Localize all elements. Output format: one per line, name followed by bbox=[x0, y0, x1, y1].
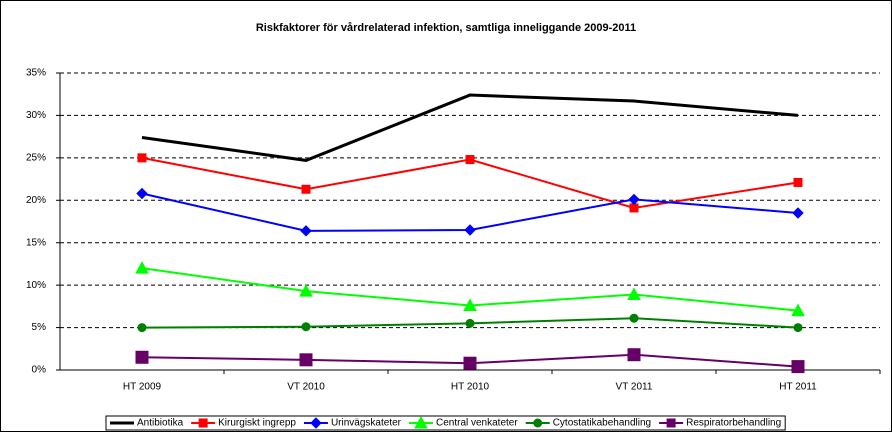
chart-title: Riskfaktorer för vårdrelaterad infektion… bbox=[256, 22, 636, 34]
marker bbox=[463, 356, 477, 370]
y-tick-label: 20% bbox=[26, 195, 46, 206]
marker bbox=[198, 418, 208, 428]
legend-label: Cytostatikabehandling bbox=[553, 418, 651, 429]
marker bbox=[463, 298, 477, 312]
legend-label: Kirurgiskt ingrepp bbox=[218, 418, 296, 429]
marker bbox=[792, 207, 804, 219]
marker bbox=[627, 348, 641, 362]
marker bbox=[299, 353, 313, 367]
y-tick-label: 0% bbox=[32, 365, 47, 376]
marker bbox=[628, 193, 640, 206]
marker bbox=[666, 418, 676, 428]
x-tick-label: HT 2009 bbox=[123, 382, 162, 393]
y-tick-label: 30% bbox=[26, 110, 46, 121]
marker bbox=[135, 261, 149, 274]
y-tick-label: 25% bbox=[26, 152, 46, 163]
legend: Antibiotika Kirurgiskt ingrepp Urinvägskat… bbox=[105, 415, 786, 431]
x-tick-label: VT 2010 bbox=[287, 382, 325, 393]
legend-label: Respiratorbehandling bbox=[686, 418, 781, 429]
marker bbox=[533, 418, 543, 428]
marker bbox=[791, 303, 805, 317]
legend-label: Central venkateter bbox=[436, 418, 518, 429]
marker bbox=[301, 184, 311, 194]
marker bbox=[135, 350, 149, 364]
y-tick-label: 5% bbox=[32, 322, 47, 333]
legend-label: Urinvägskateter bbox=[331, 418, 402, 429]
marker bbox=[310, 417, 322, 429]
x-tick-label: HT 2010 bbox=[451, 382, 490, 393]
marker bbox=[136, 187, 148, 200]
marker bbox=[793, 323, 803, 333]
marker bbox=[300, 225, 312, 237]
legend-box bbox=[105, 415, 786, 431]
x-tick-label: HT 2011 bbox=[779, 382, 817, 393]
y-tick-label: 15% bbox=[26, 237, 46, 248]
legend-label: Antibiotika bbox=[137, 418, 184, 429]
marker bbox=[791, 360, 805, 374]
marker bbox=[137, 323, 147, 333]
marker bbox=[629, 313, 639, 323]
marker bbox=[464, 224, 476, 236]
marker bbox=[627, 287, 641, 300]
marker bbox=[465, 155, 475, 165]
marker bbox=[299, 284, 313, 297]
series-line bbox=[141, 93, 799, 162]
marker bbox=[414, 415, 428, 429]
marker bbox=[301, 322, 311, 332]
marker bbox=[465, 318, 475, 328]
marker bbox=[137, 153, 147, 163]
y-tick-label: 35% bbox=[26, 68, 46, 79]
x-tick-label: VT 2011 bbox=[616, 382, 653, 393]
y-tick-label: 10% bbox=[26, 280, 46, 291]
marker bbox=[793, 177, 803, 187]
